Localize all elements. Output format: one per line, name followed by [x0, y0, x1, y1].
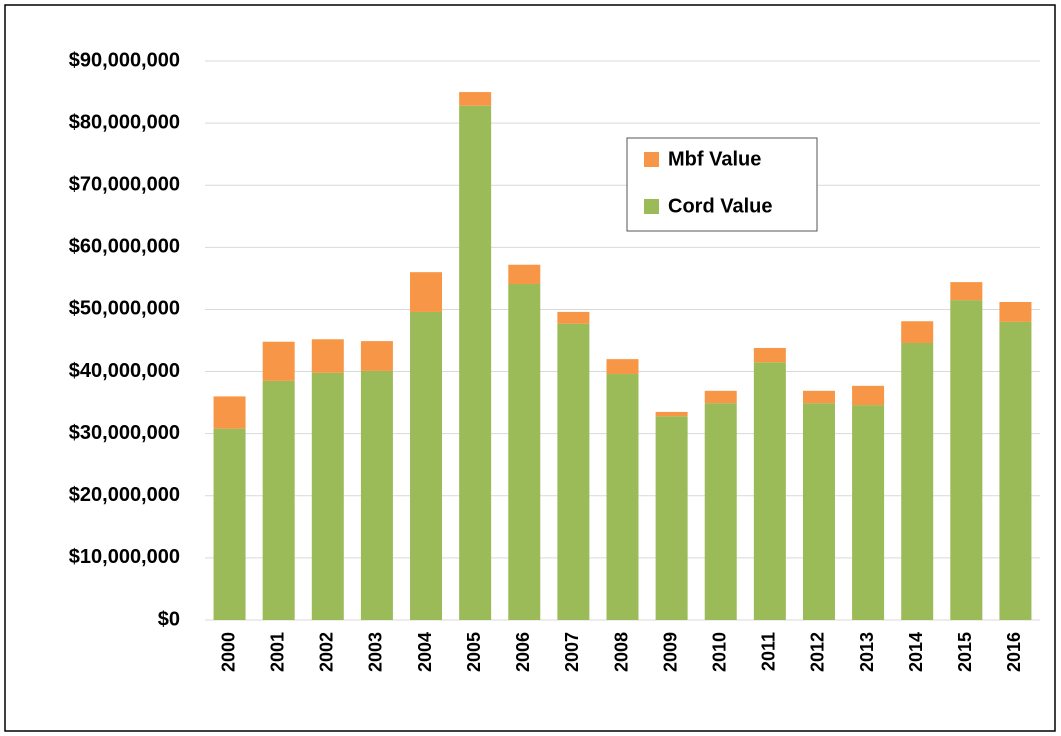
bar-segment — [606, 359, 639, 375]
x-tick-label: 2002 — [317, 632, 337, 672]
x-tick-label: 2000 — [218, 632, 238, 672]
x-tick-label: 2015 — [955, 632, 975, 672]
x-tick-label: 2013 — [857, 632, 877, 672]
bar-segment — [704, 390, 737, 404]
bar-segment — [311, 372, 344, 620]
bar-segment — [213, 396, 246, 429]
bar-segment — [606, 374, 639, 620]
x-tick-label: 2001 — [267, 632, 287, 672]
bar-segment — [901, 342, 934, 620]
bar-segment — [508, 283, 541, 620]
bar-segment — [852, 385, 885, 406]
x-tick-label: 2007 — [562, 632, 582, 672]
bar-segment — [852, 405, 885, 620]
x-tick-label: 2003 — [366, 632, 386, 672]
x-tick-label: 2008 — [611, 632, 631, 672]
bar-segment — [655, 411, 688, 417]
bar-segment — [557, 323, 590, 620]
x-tick-label: 2004 — [415, 632, 435, 672]
bar-segment — [704, 403, 737, 620]
bar-segment — [999, 301, 1032, 322]
bar-segment — [262, 341, 295, 381]
y-tick-label: $60,000,000 — [69, 236, 180, 258]
bar-segment — [410, 311, 443, 620]
x-tick-label: 2010 — [709, 632, 729, 672]
y-tick-label: $20,000,000 — [69, 484, 180, 506]
legend-swatch — [644, 152, 659, 167]
y-tick-label: $90,000,000 — [69, 49, 180, 71]
x-tick-label: 2006 — [513, 632, 533, 672]
bar-segment — [311, 339, 344, 373]
x-tick-label: 2016 — [1004, 632, 1024, 672]
x-tick-label: 2005 — [464, 632, 484, 672]
bar-segment — [459, 105, 492, 621]
bar-segment — [213, 428, 246, 620]
x-tick-label: 2014 — [906, 632, 926, 672]
bar-segment — [753, 347, 786, 363]
bar-segment — [950, 282, 983, 301]
bar-segment — [950, 300, 983, 620]
bar-segment — [802, 403, 835, 620]
y-tick-label: $40,000,000 — [69, 360, 180, 382]
bar-segment — [262, 380, 295, 620]
x-tick-label: 2011 — [759, 632, 779, 671]
legend-swatch — [644, 199, 659, 214]
legend-label: Mbf Value — [668, 148, 761, 170]
bar-segment — [655, 416, 688, 620]
y-tick-label: $50,000,000 — [69, 298, 180, 320]
bar-segment — [557, 311, 590, 324]
x-tick-label: 2012 — [808, 632, 828, 672]
bar-segment — [360, 341, 393, 371]
y-tick-label: $30,000,000 — [69, 422, 180, 444]
bar-segment — [802, 390, 835, 404]
bar-segment — [999, 321, 1032, 620]
legend-label: Cord Value — [668, 195, 772, 217]
bar-segment — [901, 321, 934, 343]
bar-segment — [459, 92, 492, 106]
bar-segment — [360, 370, 393, 620]
bar-segment — [410, 272, 443, 312]
y-tick-label: $10,000,000 — [69, 546, 180, 568]
y-tick-label: $0 — [158, 608, 180, 630]
bar-segment — [508, 264, 541, 284]
y-tick-label: $80,000,000 — [69, 111, 180, 133]
x-tick-label: 2009 — [660, 632, 680, 672]
bar-segment — [753, 362, 786, 620]
y-tick-label: $70,000,000 — [69, 174, 180, 196]
